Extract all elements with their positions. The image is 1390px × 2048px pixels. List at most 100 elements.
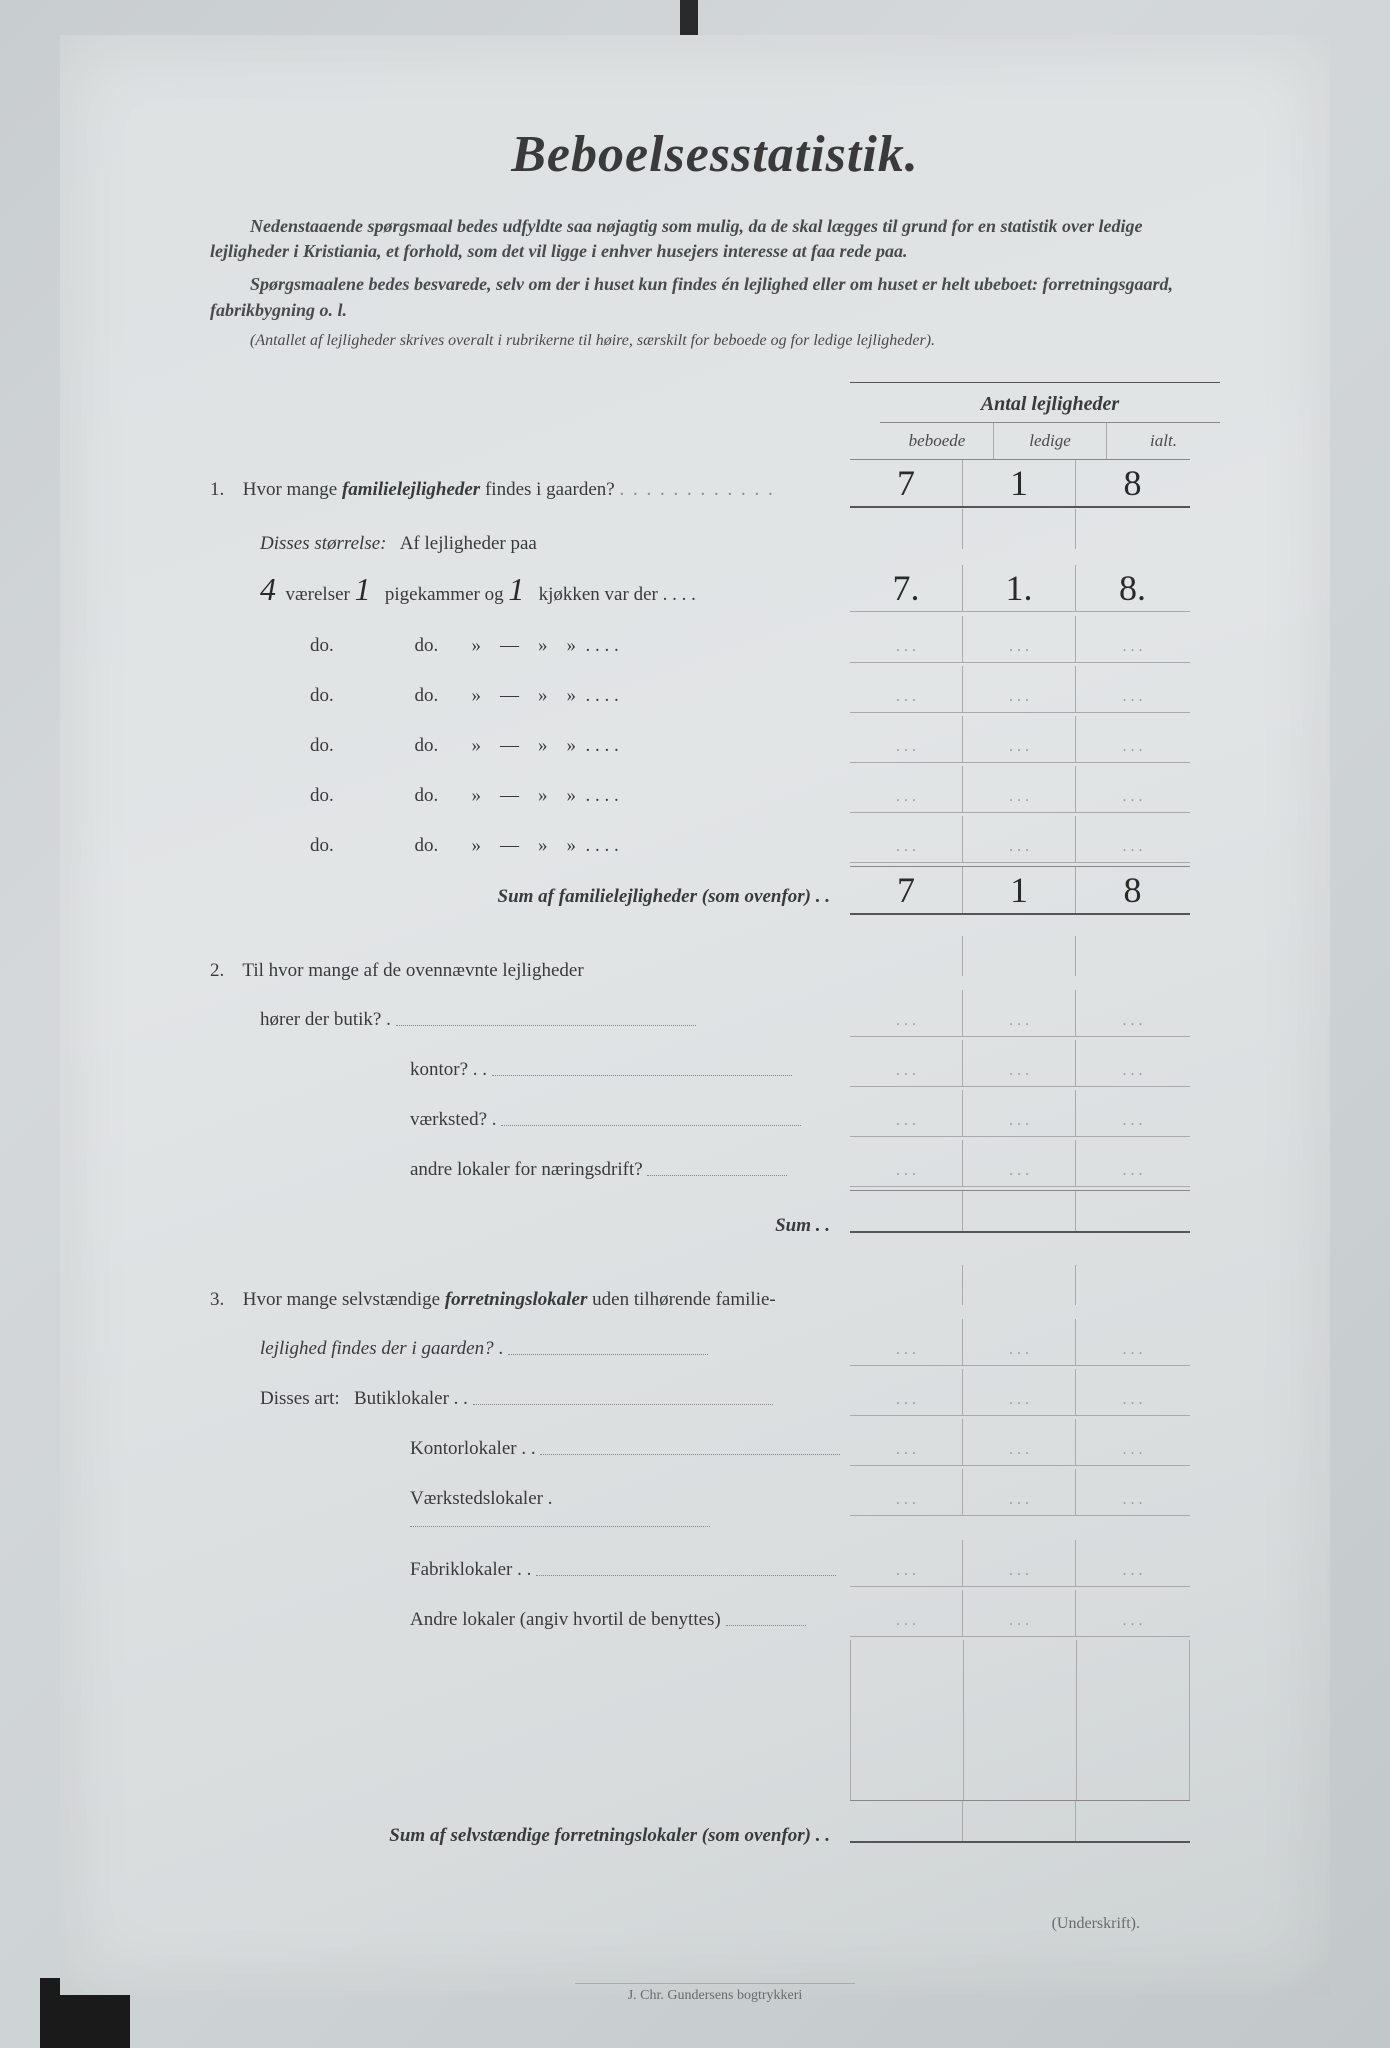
empty: [1076, 1090, 1189, 1136]
empty: [963, 1590, 1076, 1636]
q3-5-values: [850, 1590, 1190, 1637]
sum-ledige: 1: [963, 867, 1076, 913]
empty: [1076, 990, 1189, 1036]
disses-storrelse: Disses størrelse:: [260, 533, 387, 554]
q3-3: Værkstedslokaler: [410, 1488, 543, 1509]
fill-line: [492, 1064, 792, 1076]
empty-values: [850, 509, 1190, 549]
empty: [1076, 1140, 1189, 1186]
sum3-values: [850, 1800, 1190, 1843]
do1: do.: [310, 785, 334, 806]
empty: [1076, 1319, 1189, 1365]
form-table: Antal lejligheder beboede ledige ialt. 1…: [210, 382, 1220, 1855]
sum1-values: 7 1 8: [850, 866, 1190, 915]
detail-ialt: 8.: [1076, 565, 1189, 611]
empty: [963, 1140, 1076, 1186]
q3-4-row: Fabriklokaler . .: [210, 1540, 1220, 1590]
q3-4-label: Fabriklokaler . .: [210, 1551, 850, 1589]
empty: [963, 509, 1076, 549]
fill-line: [410, 1515, 710, 1527]
q2a-text: hører der butik?: [260, 1009, 381, 1030]
empty: [1076, 1369, 1189, 1415]
empty: [963, 990, 1076, 1036]
q2c-label: værksted? .: [210, 1101, 850, 1139]
q2c-row: værksted? .: [210, 1090, 1220, 1140]
empty: [963, 616, 1076, 662]
do-row-3: do. do. » — » » . . . .: [210, 716, 1220, 766]
q3-3-row: Værkstedslokaler .: [210, 1469, 1220, 1540]
q2d-values: [850, 1140, 1190, 1187]
sum2-row: Sum . .: [210, 1190, 1220, 1245]
intro-paragraph-2: Spørgsmaalene bedes besvarede, selv om d…: [210, 272, 1220, 322]
sum2-values: [850, 1190, 1190, 1233]
do2: do.: [415, 685, 439, 706]
q1-text-b: familielejligheder: [342, 479, 480, 500]
empty: [1076, 1040, 1189, 1086]
signature-label: (Underskrift).: [210, 1915, 1220, 1933]
empty: [850, 1040, 963, 1086]
do-label: do. do. » — » » . . . .: [210, 827, 850, 865]
do-values: [850, 716, 1190, 763]
vaerelser: værelser: [286, 584, 350, 605]
q2c-text: værksted?: [410, 1109, 487, 1130]
empty: [850, 616, 963, 662]
blank-space: [210, 1640, 1220, 1800]
sum3-row: Sum af selvstændige forretningslokaler (…: [210, 1800, 1220, 1855]
sum2-label: Sum . .: [210, 1207, 850, 1245]
kjokken: kjøkken var der: [539, 584, 658, 605]
q2-number: 2.: [210, 960, 238, 982]
empty: [963, 716, 1076, 762]
q1-number: 1.: [210, 479, 238, 501]
fill-line: [726, 1614, 806, 1626]
q3-number: 3.: [210, 1289, 238, 1311]
q1-text-c: findes i gaarden?: [480, 479, 615, 500]
printer-credit: J. Chr. Gundersens bogtrykkeri: [575, 1983, 855, 2004]
empty: [850, 1590, 963, 1636]
empty: [850, 1265, 963, 1305]
fill-line: [508, 1343, 708, 1355]
empty: [1076, 1191, 1189, 1231]
table-header: Antal lejligheder: [880, 383, 1220, 423]
q2b-label: kontor? . .: [210, 1051, 850, 1089]
q3d: lejlighed findes der i gaarden?: [260, 1338, 494, 1359]
q3-1-values: [850, 1369, 1190, 1416]
do-values: [850, 616, 1190, 663]
empty: [850, 1319, 963, 1365]
fill-line: [540, 1443, 840, 1455]
empty: [963, 766, 1076, 812]
q1-ialt: 8: [1076, 460, 1189, 506]
q3-3-values: [850, 1469, 1190, 1516]
sum3-label: Sum af selvstændige forretningslokaler (…: [210, 1817, 850, 1855]
fill-line: [473, 1393, 773, 1405]
q3-label2: lejlighed findes der i gaarden? .: [210, 1330, 850, 1368]
do-label: do. do. » — » » . . . .: [210, 727, 850, 765]
fill-line: [647, 1164, 787, 1176]
sum1-label: Sum af familielejligheder (som ovenfor) …: [210, 878, 850, 916]
table-subheader-row: beboede ledige ialt.: [850, 423, 1220, 459]
fill-line: [536, 1564, 836, 1576]
empty: [850, 666, 963, 712]
do2: do.: [415, 735, 439, 756]
empty: [963, 1265, 1076, 1305]
q3-2-values: [850, 1419, 1190, 1466]
empty: [1076, 616, 1189, 662]
af-lejligheder: Af lejligheder paa: [400, 533, 537, 554]
q3b: forretningslokaler: [445, 1289, 588, 1310]
q2d-text: andre lokaler for næringsdrift?: [410, 1159, 643, 1180]
q3-sub-label: Disses art: Butiklokaler . .: [210, 1380, 850, 1418]
q3-sub-row: Disses art: Butiklokaler . .: [210, 1369, 1220, 1419]
q3-label: 3. Hvor mange selvstændige forretningslo…: [210, 1281, 850, 1319]
fill-line: [501, 1114, 801, 1126]
sum-beboede: 7: [850, 867, 963, 913]
do1: do.: [310, 685, 334, 706]
empty: [1076, 816, 1189, 862]
empty: [850, 766, 963, 812]
q2d-label: andre lokaler for næringsdrift?: [210, 1151, 850, 1189]
table-header-row: Antal lejligheder: [850, 382, 1220, 423]
empty: [1076, 1540, 1189, 1586]
q1-ledige: 1: [963, 460, 1076, 506]
empty: [1076, 1419, 1189, 1465]
q3-2: Kontorlokaler: [410, 1438, 517, 1459]
q3-row: 3. Hvor mange selvstændige forretningslo…: [210, 1265, 1220, 1319]
empty: [850, 1540, 963, 1586]
